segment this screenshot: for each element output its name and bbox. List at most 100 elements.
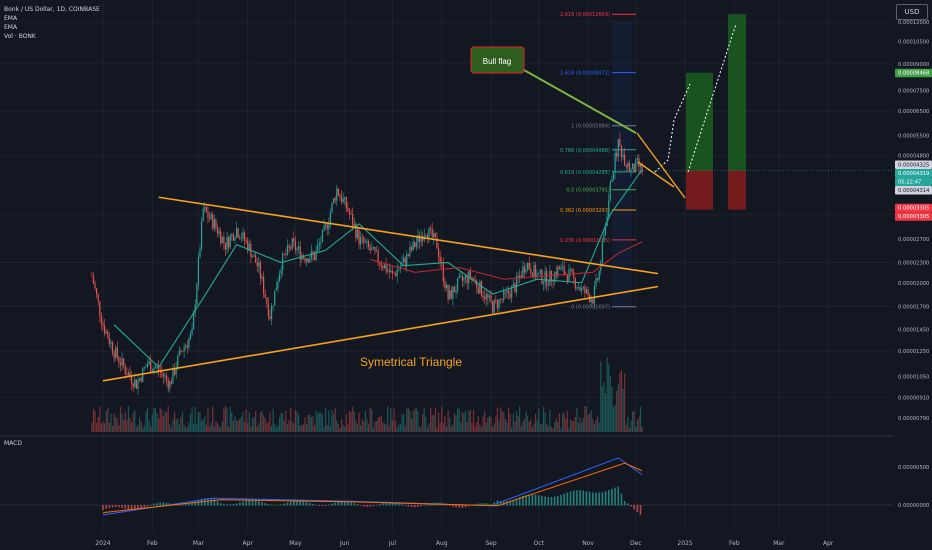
macd-histogram-bar xyxy=(324,505,327,506)
volume-bar xyxy=(542,406,545,432)
volume-bar xyxy=(514,422,516,432)
volume-bar xyxy=(146,407,149,432)
candle-body xyxy=(534,265,537,278)
volume-bar xyxy=(611,386,613,432)
candle-body xyxy=(197,257,200,285)
volume-bar xyxy=(549,409,551,432)
candle-body xyxy=(151,370,153,372)
macd-histogram-bar xyxy=(636,505,639,513)
macd-histogram-bar xyxy=(531,494,534,506)
volume-bar xyxy=(258,422,260,432)
macd-histogram-bar xyxy=(114,505,117,508)
candle-body xyxy=(201,221,203,249)
candle-body xyxy=(622,154,624,157)
candle-body xyxy=(499,299,502,300)
candle-body xyxy=(94,283,96,289)
volume-bar xyxy=(600,361,602,432)
time-axis-label: May xyxy=(289,540,302,547)
macd-histogram-bar xyxy=(165,502,168,506)
volume-bar xyxy=(544,412,546,432)
fibonacci-retracement[interactable]: 2.618 (0.00012659) 1.618 (0.00008472) 1 (0… xyxy=(560,12,636,311)
volume-bar xyxy=(377,417,379,432)
price-axis-label: 0.00002700 xyxy=(898,237,929,243)
volume-bar xyxy=(270,425,273,432)
volume-bar xyxy=(304,417,306,432)
candle-body xyxy=(601,241,603,263)
volume-bar xyxy=(417,411,419,432)
volume-bar xyxy=(344,426,346,432)
candle-body xyxy=(391,270,394,274)
fib-level-label: 0 (0.00001697) xyxy=(571,305,610,311)
macd-histogram-bar xyxy=(458,505,461,508)
macd-histogram-bar xyxy=(270,504,273,506)
macd-legend[interactable]: MACD xyxy=(4,440,22,447)
price-candles xyxy=(91,132,643,395)
volume-bar xyxy=(612,406,615,432)
volume-bar xyxy=(342,424,344,432)
currency-button[interactable]: USD xyxy=(896,4,928,20)
candle-body xyxy=(150,361,152,372)
volume-bar xyxy=(604,393,607,432)
macd-histogram-bar xyxy=(407,505,410,507)
volume-bar xyxy=(213,426,215,432)
volume-bar xyxy=(255,410,257,432)
candle-body xyxy=(247,240,249,251)
flag-low-badge: 0.00004314 xyxy=(898,188,930,194)
bull-flag-callout[interactable]: Bull flag xyxy=(470,46,525,74)
volume-legend[interactable]: Vol · BONK xyxy=(4,33,36,40)
candle-body xyxy=(339,195,341,197)
candle-body xyxy=(199,248,201,258)
price-axis-label: 0.00002300 xyxy=(898,260,929,266)
volume-bar xyxy=(185,427,187,432)
macd-histogram-bar xyxy=(223,503,225,506)
macd-histogram-bar xyxy=(356,504,359,506)
price-axis-label: 0.00001700 xyxy=(898,304,929,310)
macd-histogram-bar xyxy=(264,503,267,506)
candle-body xyxy=(143,367,145,368)
macd-histogram-bar xyxy=(299,500,301,506)
ema-legend-1[interactable]: EMA xyxy=(4,15,18,22)
volume-bar xyxy=(356,424,359,432)
candle-body xyxy=(348,210,351,214)
triangle-trendlines[interactable] xyxy=(102,196,659,382)
ema-legend-2[interactable]: EMA xyxy=(4,24,18,31)
bull-flag-label: Bull flag xyxy=(483,57,511,66)
volume-bar xyxy=(385,424,387,432)
candle-body xyxy=(631,163,634,170)
macd-histogram-bar xyxy=(385,502,387,506)
volume-bar xyxy=(355,420,357,432)
candle-body xyxy=(293,238,295,242)
candle-body xyxy=(173,367,176,375)
volume-bar xyxy=(208,426,211,432)
volume-bar xyxy=(552,427,554,432)
volume-bar xyxy=(126,420,128,432)
candle-body xyxy=(224,242,227,250)
volume-bar xyxy=(461,412,464,432)
volume-bar xyxy=(534,413,537,432)
macd-histogram-bar xyxy=(366,505,368,507)
volume-bar xyxy=(558,413,561,432)
fib-level-label: 0.236 (0.00002685) xyxy=(560,238,610,244)
volume-bar xyxy=(445,426,448,432)
macd-histogram-bar xyxy=(194,501,197,506)
candle-body xyxy=(469,270,471,278)
volume-bar xyxy=(484,411,486,432)
candle-body xyxy=(328,223,330,230)
triangle-resistance-line xyxy=(158,196,659,275)
candle-body xyxy=(635,159,637,172)
symbol-title[interactable]: Bonk / US Dollar, 1D, COINBASE xyxy=(4,6,100,13)
volume-bar xyxy=(103,422,106,432)
macd-histogram-bar xyxy=(563,493,565,506)
macd-histogram-bar xyxy=(560,494,562,506)
volume-bar xyxy=(347,423,349,432)
volume-bar xyxy=(609,376,611,432)
volume-bar xyxy=(261,410,263,432)
candle-body xyxy=(127,372,130,376)
bull-flag-drawing[interactable] xyxy=(523,69,686,199)
candle-body xyxy=(131,376,133,384)
volume-bar xyxy=(636,420,638,432)
candle-body xyxy=(417,235,419,243)
candle-body xyxy=(263,276,265,294)
macd-histogram-bar xyxy=(188,503,190,506)
